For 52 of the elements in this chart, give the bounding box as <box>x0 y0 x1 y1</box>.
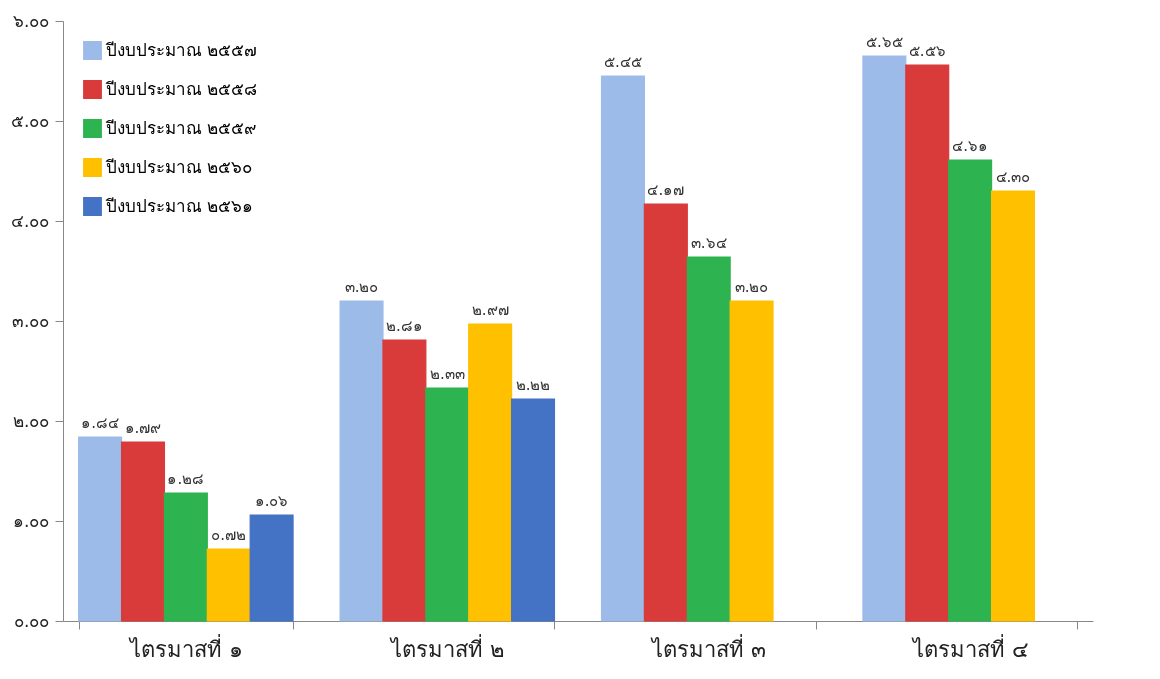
data-label: ๕.๕๖ <box>908 42 946 60</box>
data-label: ๒.๓๓ <box>429 365 465 383</box>
y-tick-label: ๒.๐๐ <box>13 410 50 431</box>
bar <box>120 441 166 622</box>
bar <box>163 492 208 622</box>
legend-label: ปีงบประมาณ ๒๕๕๙ <box>105 117 257 138</box>
bar <box>600 75 645 622</box>
data-label: ๑.๒๘ <box>167 470 205 488</box>
data-label: ๕.๖๕ <box>866 33 903 51</box>
bar <box>686 256 731 622</box>
data-label: ๔.๓๐ <box>995 168 1031 186</box>
x-tick-label: ไตรมาสที่ ๔ <box>910 633 1029 662</box>
bar <box>729 300 774 622</box>
bar <box>78 436 123 622</box>
data-label: ๔.๑๗ <box>647 181 685 199</box>
data-label: ๓.๒๐ <box>734 278 769 296</box>
data-label: ๒.๒๒ <box>515 376 551 394</box>
x-tick-label: ไตรมาสที่ ๓ <box>650 633 767 662</box>
legend-label: ปีงบประมาณ ๒๕๕๘ <box>105 78 258 99</box>
data-label: ๓.๒๐ <box>344 278 379 296</box>
legend-label: ปีงบประมาณ ๒๕๕๗ <box>105 39 258 60</box>
data-label: ๒.๙๗ <box>471 301 509 319</box>
data-label: ๔.๖๑ <box>952 137 989 155</box>
bar <box>339 300 384 622</box>
data-label: ๑.๗๙ <box>124 419 162 437</box>
bar <box>948 159 993 622</box>
bar <box>862 55 907 622</box>
y-tick-label: ๕.๐๐ <box>11 110 50 131</box>
x-tick-label: ไตรมาสที่ ๒ <box>388 633 505 662</box>
data-label: ๒.๘๑ <box>386 317 423 335</box>
bar <box>643 203 688 622</box>
data-label: ๓.๖๔ <box>690 234 727 252</box>
bar <box>905 64 950 622</box>
legend-label: ปีงบประมาณ ๒๕๖๑ <box>105 195 254 216</box>
data-label: ๕.๔๕ <box>604 53 642 71</box>
y-tick-label: ๑.๐๐ <box>13 510 50 531</box>
data-label: ๑.๘๔ <box>81 414 120 432</box>
y-tick-label: ๔.๐๐ <box>11 210 50 231</box>
x-tick-label: ไตรมาสที่ ๑ <box>127 633 243 662</box>
data-label: ๐.๗๒ <box>211 526 247 544</box>
legend-label: ปีงบประมาณ ๒๕๖๐ <box>105 156 253 177</box>
bar <box>425 387 470 622</box>
bar <box>382 339 427 622</box>
y-tick-label: ๓.๐๐ <box>12 310 50 331</box>
y-tick-label: ๖.๐๐ <box>13 10 50 31</box>
bar <box>511 398 556 622</box>
bar <box>990 190 1036 622</box>
bar <box>468 323 513 622</box>
y-tick-label: ๐.๐๐ <box>14 610 50 631</box>
bar <box>249 514 294 622</box>
data-label: ๑.๐๖ <box>254 492 289 510</box>
bar <box>206 548 251 622</box>
